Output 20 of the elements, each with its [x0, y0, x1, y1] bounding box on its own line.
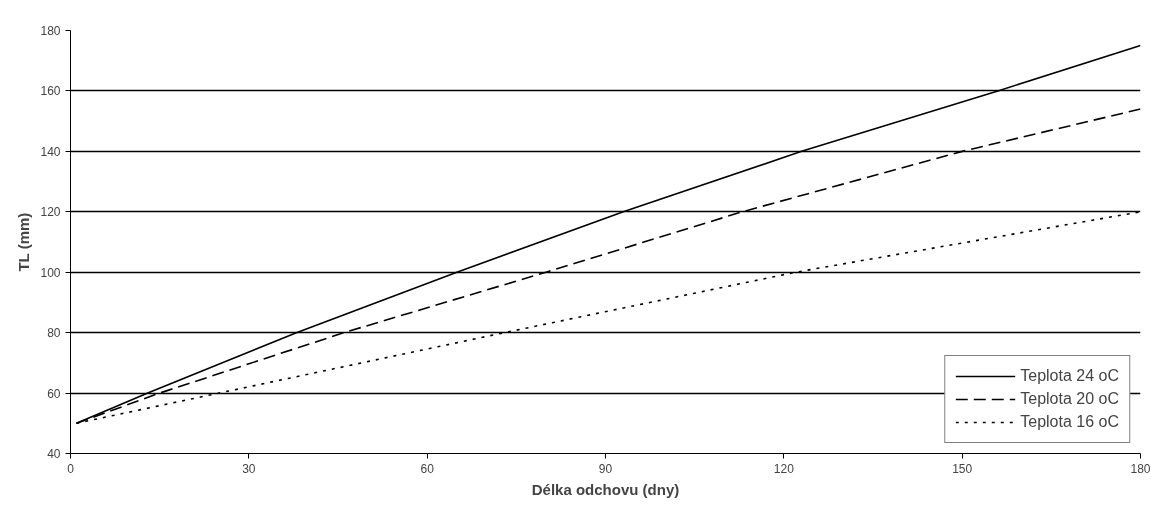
y-axis-title: TL (mm): [15, 212, 33, 272]
x-tick-label: 180: [1130, 461, 1151, 476]
legend-label: Teplota 24 oC: [1020, 367, 1119, 385]
legend-label: Teplota 16 oC: [1020, 413, 1119, 431]
x-tick-label: 90: [598, 461, 613, 476]
y-tick-label: 180: [40, 24, 61, 38]
y-tick-label: 120: [40, 205, 61, 220]
y-tick-label: 80: [47, 326, 61, 341]
y-tick-label: 40: [47, 447, 61, 461]
x-tick-label: 120: [773, 461, 795, 476]
x-tick-label: 0: [67, 461, 75, 476]
x-tick-label: 150: [952, 461, 973, 476]
x-tick-label: 30: [242, 461, 256, 476]
legend-label: Teplota 20 oC: [1020, 390, 1119, 408]
x-axis-title: Délka odchovu (dny): [531, 480, 680, 498]
x-tick-label: 60: [420, 461, 435, 476]
y-tick-label: 100: [40, 265, 61, 280]
y-tick-label: 140: [40, 144, 61, 159]
y-tick-label: 60: [47, 386, 61, 401]
y-tick-label: 160: [40, 84, 61, 99]
